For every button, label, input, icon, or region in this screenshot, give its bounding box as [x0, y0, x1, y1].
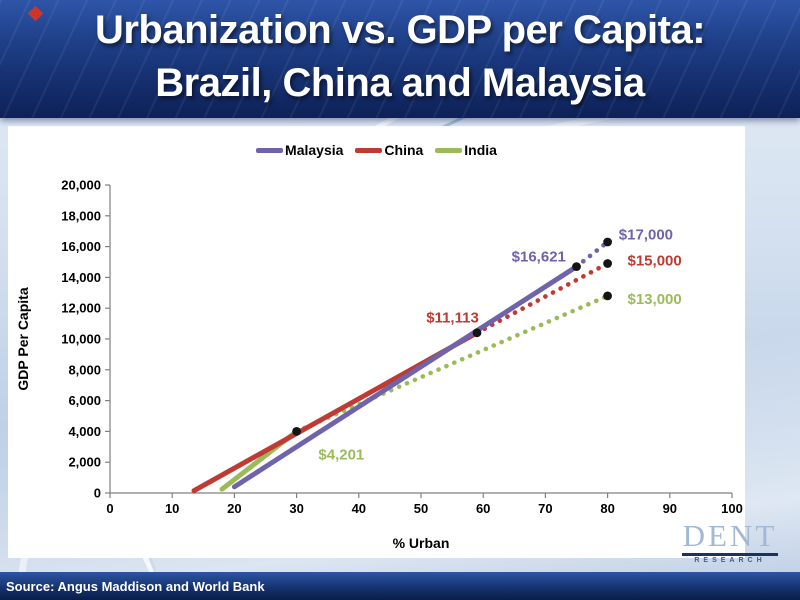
- slide-title-line2: Brazil, China and Malaysia: [155, 60, 645, 105]
- x-tick-label: 0: [106, 501, 113, 516]
- y-tick-label: 6,000: [68, 393, 101, 408]
- chart-panel: Malaysia China India 0 2,000 4,000 6,000 8,000…: [8, 126, 745, 558]
- chart-plot: 0 2,000 4,000 6,000 8,000 10,000 12,000 14,000 1…: [15, 178, 743, 552]
- y-tick-label: 18,000: [61, 208, 101, 223]
- data-point: [603, 291, 612, 301]
- value-label: $13,000: [628, 291, 682, 308]
- title-banner: Urbanization vs. GDP per Capita: Brazil,…: [0, 0, 800, 118]
- page-title: Urbanization vs. GDP per Capita: Brazil,…: [0, 0, 800, 110]
- x-tick-label: 80: [600, 501, 614, 516]
- y-tick-label: 16,000: [61, 239, 101, 254]
- legend-swatch: [435, 147, 463, 153]
- x-tick-label: 100: [721, 501, 743, 516]
- data-point: [603, 259, 612, 268]
- legend-item-malaysia: Malaysia: [256, 142, 343, 158]
- series-projection-china: [474, 261, 610, 336]
- data-point: [472, 328, 482, 338]
- value-label: $4,201: [318, 447, 364, 464]
- x-axis-title: % Urban: [393, 535, 450, 551]
- legend-swatch: [256, 147, 284, 153]
- source-bar: Source: Angus Maddison and World Bank: [0, 572, 800, 600]
- y-tick-label: 12,000: [61, 301, 101, 316]
- x-tick-label: 90: [663, 501, 677, 516]
- x-tick-label: 60: [476, 501, 490, 516]
- legend-item-india: India: [435, 142, 497, 158]
- legend-label: Malaysia: [285, 142, 344, 158]
- x-tick-label: 30: [289, 501, 303, 516]
- series-projection-malaysia: [574, 239, 610, 269]
- y-tick-label: 20,000: [61, 178, 101, 193]
- x-tick-label: 40: [352, 501, 366, 516]
- y-tick-label: 4,000: [68, 424, 101, 439]
- y-tick-label: 0: [94, 486, 101, 501]
- data-point: [292, 427, 301, 436]
- legend-label: India: [464, 142, 497, 158]
- x-tick-label: 20: [227, 501, 241, 516]
- chart-legend: Malaysia China India: [8, 142, 745, 158]
- series-projection-india: [294, 293, 610, 434]
- y-tick-label: 8,000: [68, 362, 101, 377]
- source-text: Source: Angus Maddison and World Bank: [6, 578, 265, 594]
- legend-item-china: China: [355, 142, 423, 158]
- value-label: $16,621: [512, 249, 566, 266]
- legend-swatch: [355, 147, 383, 153]
- dent-logo-subtitle: RESEARCH: [682, 553, 778, 564]
- value-label: $15,000: [628, 253, 682, 270]
- dent-logo: DENT RESEARCH: [682, 520, 778, 564]
- data-point: [572, 262, 581, 271]
- legend-label: China: [384, 142, 424, 158]
- x-tick-label: 70: [538, 501, 552, 516]
- y-axis-title: GDP Per Capita: [15, 287, 31, 390]
- series-line-malaysia: [231, 264, 579, 490]
- y-tick-label: 10,000: [61, 332, 101, 347]
- y-tick-label: 14,000: [61, 270, 101, 285]
- y-tick-label: 2,000: [68, 455, 101, 470]
- x-tick-label: 10: [165, 501, 179, 516]
- x-tick-label: 50: [414, 501, 428, 516]
- value-label: $17,000: [619, 226, 673, 243]
- data-point: [603, 237, 612, 247]
- dent-logo-title: DENT: [682, 518, 778, 553]
- slide-title-line1: Urbanization vs. GDP per Capita:: [94, 8, 706, 52]
- value-label: $11,113: [426, 309, 479, 326]
